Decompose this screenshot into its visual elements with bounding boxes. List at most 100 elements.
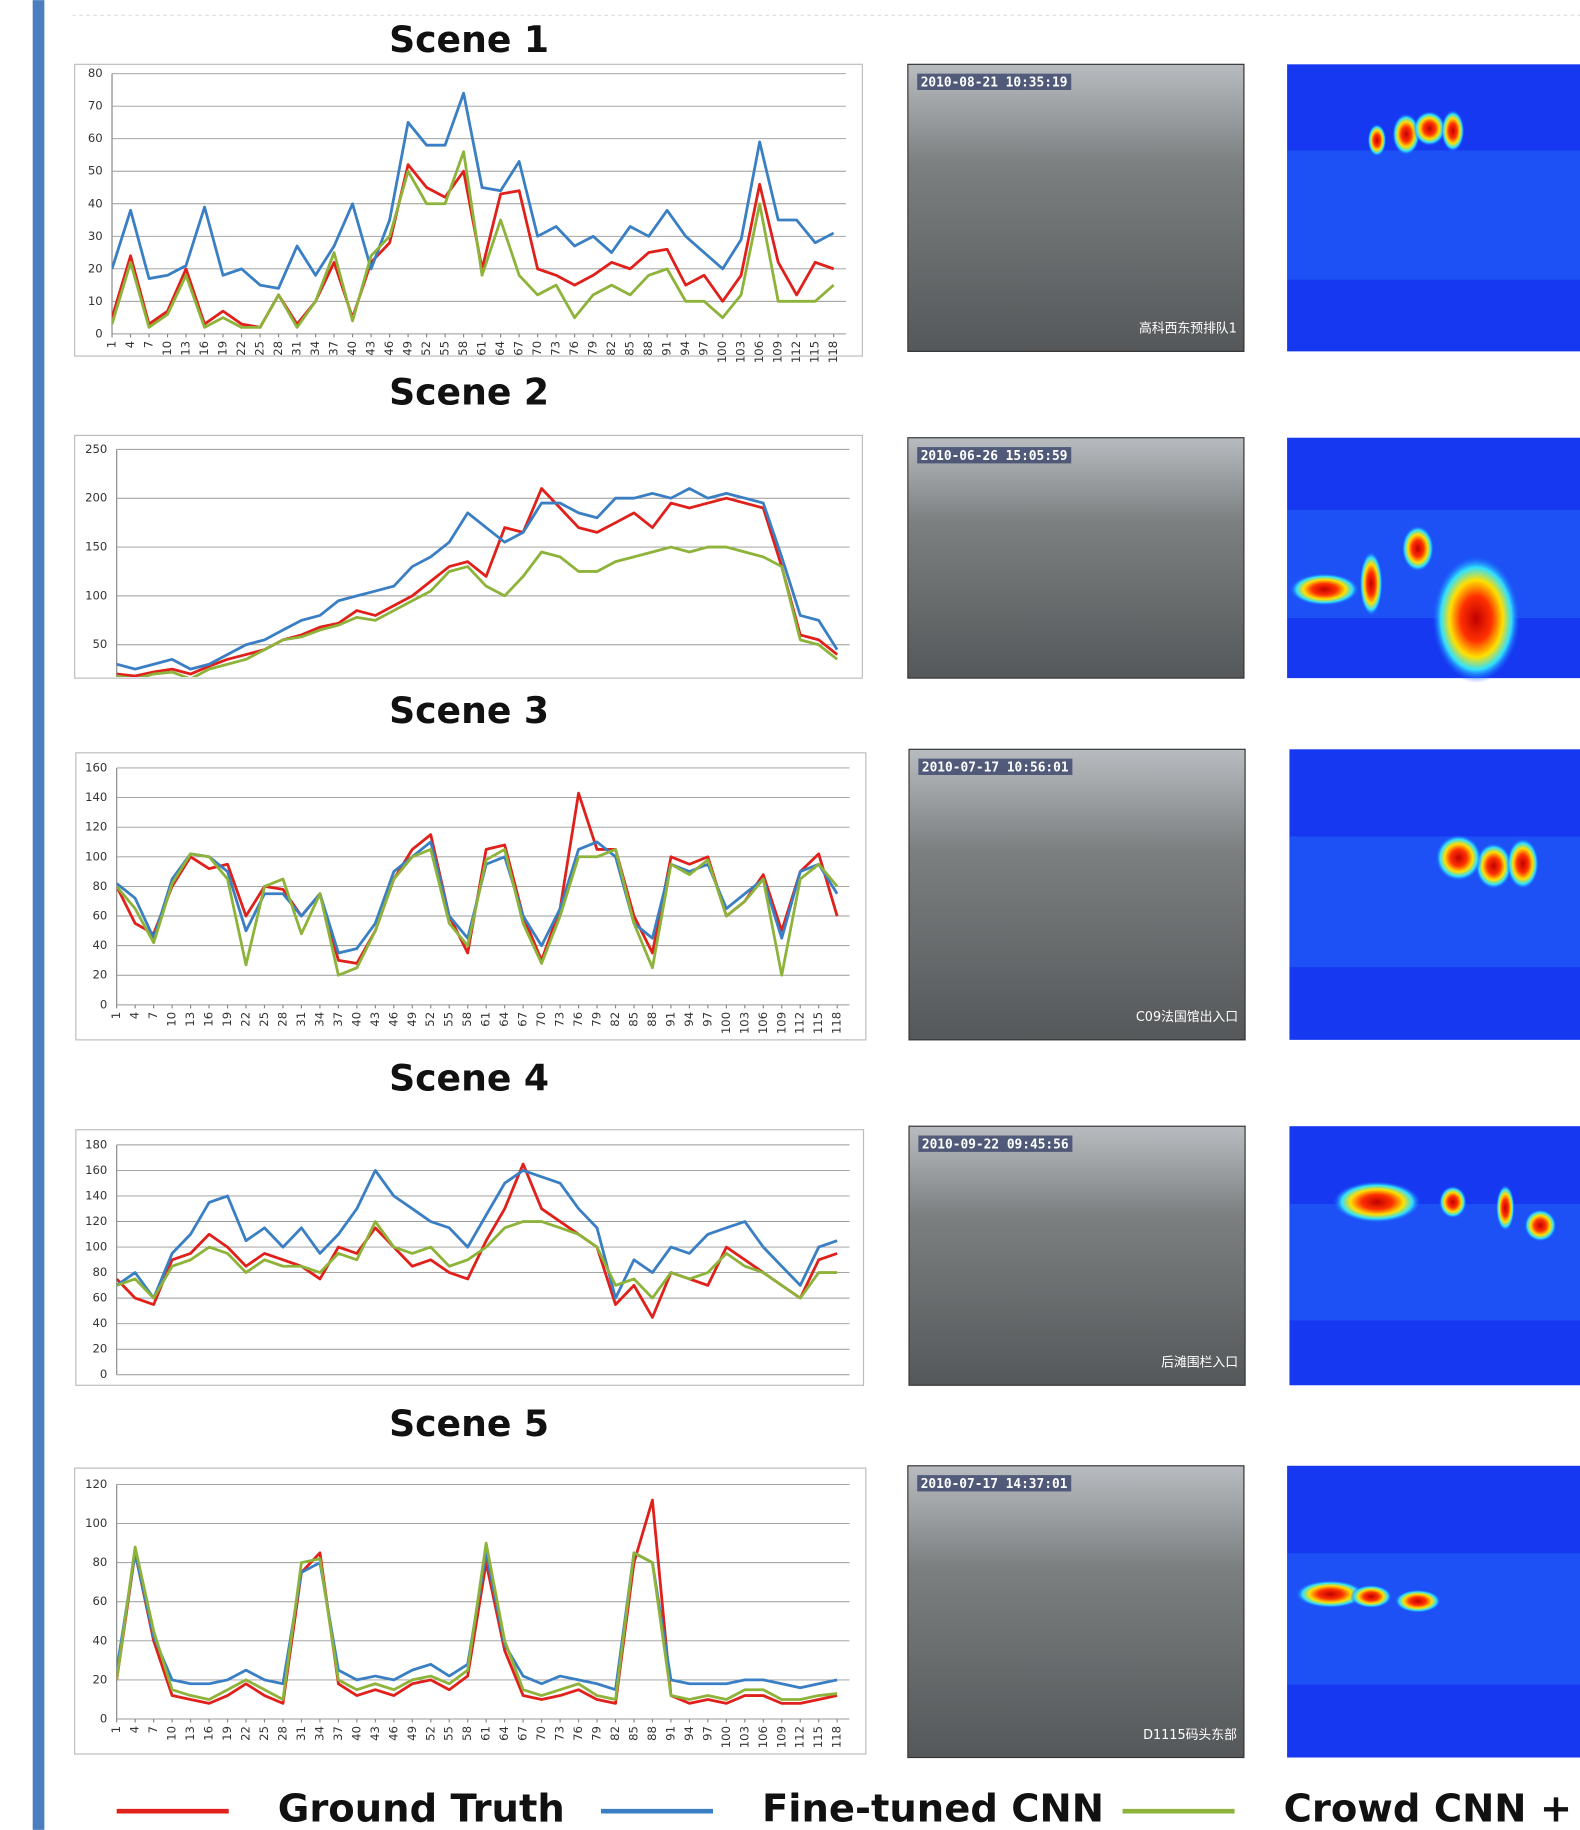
x-tick-label: 118 bbox=[826, 341, 840, 363]
frame-timestamp: 2010-09-22 09:45:56 bbox=[922, 1137, 1069, 1152]
x-tick-label: 118 bbox=[830, 1726, 844, 1748]
density-hotspot bbox=[1524, 1209, 1557, 1242]
density-hotspot bbox=[1401, 525, 1434, 572]
density-hotspot bbox=[1496, 1185, 1515, 1232]
x-tick-label: 22 bbox=[234, 341, 248, 356]
x-tick-label: 37 bbox=[327, 341, 341, 356]
x-tick-label: 91 bbox=[660, 341, 674, 356]
x-tick-label: 70 bbox=[534, 1726, 548, 1741]
x-tick-label: 55 bbox=[442, 1012, 456, 1027]
x-tick-label: 61 bbox=[475, 341, 489, 356]
y-tick-label: 40 bbox=[93, 1633, 108, 1647]
figure: Scene 1010203040506070801471013161922252… bbox=[0, 0, 1580, 1830]
x-tick-label: 88 bbox=[645, 1012, 659, 1027]
x-tick-label: 25 bbox=[257, 1012, 271, 1027]
density-haze bbox=[1287, 150, 1580, 279]
x-tick-label: 34 bbox=[312, 1726, 326, 1741]
frame-timestamp: 2010-07-17 14:37:01 bbox=[921, 1477, 1068, 1492]
x-tick-label: 79 bbox=[586, 341, 600, 356]
density-hotspot bbox=[1289, 573, 1359, 606]
x-tick-label: 46 bbox=[386, 1012, 400, 1027]
y-tick-label: 140 bbox=[85, 1188, 107, 1202]
x-tick-label: 10 bbox=[165, 1012, 179, 1027]
y-tick-label: 80 bbox=[93, 1265, 108, 1279]
chart-frame bbox=[75, 435, 863, 678]
x-tick-label: 73 bbox=[553, 1012, 567, 1027]
y-tick-label: 20 bbox=[93, 968, 108, 982]
x-tick-label: 13 bbox=[179, 341, 193, 356]
x-tick-label: 16 bbox=[202, 1012, 216, 1027]
x-tick-label: 19 bbox=[216, 341, 230, 356]
x-tick-label: 61 bbox=[479, 1012, 493, 1027]
x-tick-label: 106 bbox=[752, 341, 766, 363]
chart-title: Scene 2 bbox=[389, 371, 549, 414]
x-tick-label: 34 bbox=[308, 341, 322, 356]
x-tick-label: 97 bbox=[700, 1012, 714, 1027]
x-tick-label: 73 bbox=[553, 1726, 567, 1741]
x-tick-label: 7 bbox=[146, 1726, 160, 1733]
x-tick-label: 4 bbox=[123, 341, 137, 348]
x-tick-label: 10 bbox=[165, 1726, 179, 1741]
chart-title: Scene 5 bbox=[389, 1402, 549, 1445]
x-tick-label: 97 bbox=[700, 1726, 714, 1741]
x-tick-label: 49 bbox=[405, 1012, 419, 1027]
x-tick-label: 103 bbox=[737, 1012, 751, 1034]
density-hotspot bbox=[1441, 110, 1464, 152]
x-tick-label: 1 bbox=[109, 1726, 123, 1733]
x-tick-label: 4 bbox=[128, 1012, 142, 1019]
x-tick-label: 1 bbox=[105, 341, 119, 348]
legend-label: Crowd CNN + RF bbox=[1284, 1787, 1580, 1830]
x-tick-label: 70 bbox=[530, 341, 544, 356]
x-tick-label: 67 bbox=[516, 1012, 530, 1027]
x-tick-label: 76 bbox=[571, 1726, 585, 1741]
x-tick-label: 31 bbox=[290, 341, 304, 356]
y-tick-label: 50 bbox=[88, 164, 103, 178]
x-tick-label: 58 bbox=[460, 1012, 474, 1027]
x-tick-label: 61 bbox=[479, 1726, 493, 1741]
x-tick-label: 49 bbox=[401, 341, 415, 356]
x-tick-label: 112 bbox=[789, 341, 803, 363]
x-tick-label: 82 bbox=[608, 1012, 622, 1027]
x-tick-label: 52 bbox=[419, 341, 433, 356]
x-tick-label: 43 bbox=[368, 1012, 382, 1027]
x-tick-label: 22 bbox=[239, 1012, 253, 1027]
x-tick-label: 106 bbox=[756, 1012, 770, 1034]
density-hotspot bbox=[1333, 1181, 1422, 1223]
x-tick-label: 85 bbox=[626, 1726, 640, 1741]
x-tick-label: 115 bbox=[808, 341, 822, 363]
camera-frame bbox=[908, 1466, 1244, 1758]
x-tick-label: 16 bbox=[197, 341, 211, 356]
x-tick-label: 19 bbox=[220, 1012, 234, 1027]
x-tick-label: 25 bbox=[257, 1726, 271, 1741]
chart-title: Scene 3 bbox=[389, 689, 549, 732]
x-tick-label: 46 bbox=[382, 341, 396, 356]
x-tick-label: 40 bbox=[345, 341, 359, 356]
x-tick-label: 49 bbox=[405, 1726, 419, 1741]
legend-label: Ground Truth bbox=[278, 1787, 565, 1830]
y-tick-label: 60 bbox=[93, 909, 108, 923]
x-tick-label: 13 bbox=[183, 1726, 197, 1741]
x-tick-label: 55 bbox=[442, 1726, 456, 1741]
density-hotspot bbox=[1413, 111, 1446, 146]
x-tick-label: 58 bbox=[456, 341, 470, 356]
x-tick-label: 40 bbox=[349, 1726, 363, 1741]
x-tick-label: 103 bbox=[737, 1726, 751, 1748]
x-tick-label: 52 bbox=[423, 1012, 437, 1027]
y-tick-label: 160 bbox=[85, 1163, 107, 1177]
frame-timestamp: 2010-08-21 10:35:19 bbox=[921, 75, 1068, 90]
density-hotspot bbox=[1359, 551, 1382, 616]
chart-title: Scene 1 bbox=[389, 18, 549, 61]
chart-frame bbox=[75, 1468, 866, 1754]
x-tick-label: 13 bbox=[183, 1012, 197, 1027]
frame-timestamp: 2010-06-26 15:05:59 bbox=[921, 449, 1068, 464]
y-tick-label: 120 bbox=[85, 820, 107, 834]
frame-caption: 后滩围栏入口 bbox=[1161, 1356, 1238, 1371]
y-tick-label: 10 bbox=[88, 294, 103, 308]
x-tick-label: 115 bbox=[811, 1726, 825, 1748]
y-tick-label: 20 bbox=[93, 1342, 108, 1356]
x-tick-label: 94 bbox=[682, 1012, 696, 1027]
y-tick-label: 140 bbox=[85, 790, 107, 804]
y-tick-label: 180 bbox=[85, 1137, 107, 1151]
x-tick-label: 28 bbox=[275, 1012, 289, 1027]
density-hotspot bbox=[1350, 1585, 1392, 1608]
